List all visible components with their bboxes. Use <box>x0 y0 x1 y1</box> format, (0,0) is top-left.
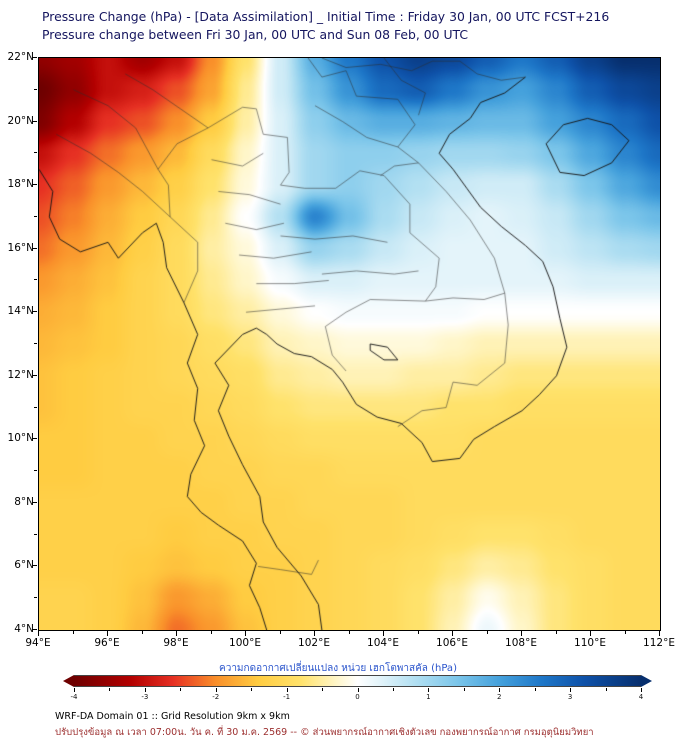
colorbar-minor-tick-mark <box>392 688 394 691</box>
colorbar-tick-mark <box>215 688 217 692</box>
y-minor-tick-mark <box>34 88 37 90</box>
y-tick-label: 20°N <box>7 114 34 127</box>
y-minor-tick-mark <box>34 215 37 217</box>
x-minor-tick-mark <box>555 631 557 634</box>
colorbar-minor-tick-mark <box>463 688 465 691</box>
x-tick-mark <box>590 631 591 636</box>
colorbar-tick-mark <box>641 688 642 692</box>
y-tick-label: 10°N <box>7 432 34 445</box>
x-minor-tick-mark <box>141 631 143 634</box>
footer-domain-info: WRF-DA Domain 01 :: Grid Resolution 9km … <box>55 711 290 722</box>
colorbar-tick-label: -1 <box>283 693 291 701</box>
y-tick-mark <box>32 438 37 440</box>
x-tick-label: 104°E <box>367 637 399 649</box>
y-tick-mark <box>32 565 37 567</box>
colorbar-tick-mark <box>428 688 430 692</box>
y-tick-label: 14°N <box>7 305 34 318</box>
x-minor-tick-mark <box>210 631 212 634</box>
x-minor-tick-mark <box>72 631 74 634</box>
colorbar-tick-mark <box>499 688 501 692</box>
x-minor-tick-mark <box>348 631 350 634</box>
x-tick-mark <box>521 631 522 636</box>
colorbar-minor-tick-mark <box>605 688 607 691</box>
colorbar <box>63 675 652 687</box>
colorbar-minor-tick-mark <box>251 688 253 691</box>
y-minor-tick-mark <box>34 533 37 535</box>
y-tick-label: 6°N <box>14 559 34 572</box>
y-tick-mark <box>32 184 37 186</box>
x-tick-mark <box>38 631 39 636</box>
y-tick-mark <box>32 311 37 313</box>
footer-update-info: ปรับปรุงข้อมูล ณ เวลา 07:00น. วัน ค. ที่… <box>55 727 594 738</box>
colorbar-tick-label: 4 <box>638 693 644 701</box>
colorbar-tick-label: 2 <box>497 693 502 701</box>
pressure-field-canvas <box>39 58 660 630</box>
x-minor-tick-mark <box>279 631 281 634</box>
x-tick-mark <box>452 631 453 636</box>
y-tick-label: 18°N <box>7 178 34 191</box>
y-tick-mark <box>32 247 37 249</box>
colorbar-tick-label: 0 <box>355 693 360 701</box>
x-tick-mark <box>659 631 660 636</box>
x-tick-label: 100°E <box>229 637 261 649</box>
x-tick-mark <box>383 631 384 636</box>
colorbar-tick-label: 1 <box>426 693 431 701</box>
y-minor-tick-mark <box>34 597 37 599</box>
colorbar-minor-tick-mark <box>534 688 536 691</box>
y-minor-tick-mark <box>34 343 37 344</box>
x-tick-label: 102°E <box>298 637 330 649</box>
y-minor-tick-mark <box>34 470 37 472</box>
x-tick-mark <box>245 631 246 636</box>
pressure-map <box>38 57 661 631</box>
y-tick-mark <box>32 57 37 58</box>
y-minor-tick-mark <box>34 279 37 281</box>
colorbar-minor-tick-mark <box>109 688 111 691</box>
y-tick-mark <box>32 120 37 122</box>
x-tick-label: 94°E <box>25 637 51 649</box>
x-tick-label: 98°E <box>163 637 189 649</box>
y-tick-label: 12°N <box>7 368 34 381</box>
colorbar-tick-mark <box>286 688 288 692</box>
y-tick-label: 22°N <box>7 51 34 63</box>
y-minor-tick-mark <box>34 406 37 408</box>
colorbar-tick-label: -3 <box>141 693 149 701</box>
colorbar-tick-mark <box>144 688 146 692</box>
y-tick-mark <box>32 374 37 376</box>
x-tick-label: 110°E <box>574 637 606 649</box>
x-tick-label: 96°E <box>94 637 120 649</box>
x-minor-tick-mark <box>486 631 488 634</box>
colorbar-tick-mark <box>357 688 359 692</box>
colorbar-minor-tick-mark <box>322 688 324 691</box>
colorbar-ticks: -4 -3 -2 -1 0 1 2 3 4 <box>70 688 644 706</box>
colorbar-tick-label: -2 <box>212 693 220 701</box>
x-minor-tick-mark <box>624 631 626 634</box>
colorbar-left-arrow <box>63 675 74 687</box>
x-tick-mark <box>107 631 108 636</box>
y-tick-label: 4°N <box>14 623 34 635</box>
colorbar-tick-label: -4 <box>70 693 78 701</box>
colorbar-tick-mark <box>570 688 572 692</box>
x-tick-label: 108°E <box>505 637 537 649</box>
x-tick-mark <box>176 631 177 636</box>
x-minor-tick-mark <box>417 631 419 634</box>
colorbar-gradient <box>74 675 641 687</box>
colorbar-tick-label: 3 <box>567 693 573 701</box>
y-tick-label: 8°N <box>14 495 34 508</box>
y-minor-tick-mark <box>34 152 37 154</box>
chart-title: Pressure Change (hPa) - [Data Assimilati… <box>42 9 610 24</box>
colorbar-tick-mark <box>74 688 75 692</box>
y-tick-mark <box>32 629 37 630</box>
y-tick-mark <box>32 501 37 503</box>
chart-subtitle: Pressure change between Fri 30 Jan, 00 U… <box>42 27 469 42</box>
x-tick-mark <box>314 631 315 636</box>
y-tick-label: 16°N <box>7 241 34 254</box>
colorbar-minor-tick-mark <box>180 688 182 691</box>
colorbar-label: ความกดอากาศเปลี่ยนแปลง หน่วย เฮกโตพาสคัล… <box>219 663 457 674</box>
x-tick-label: 112°E <box>643 637 675 649</box>
colorbar-right-arrow <box>641 675 652 687</box>
x-tick-label: 106°E <box>436 637 468 649</box>
